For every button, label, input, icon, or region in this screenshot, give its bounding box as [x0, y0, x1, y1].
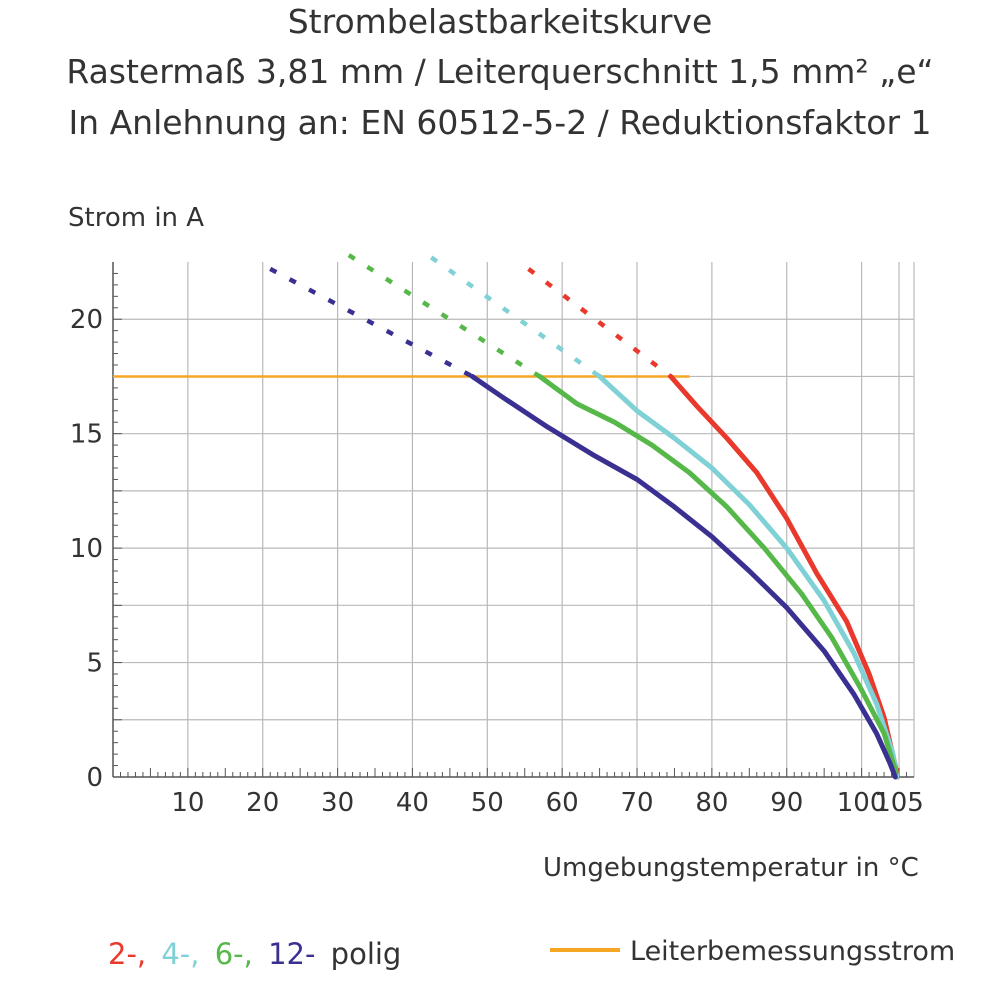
series-6-line: [537, 373, 899, 775]
series-12-line: [469, 373, 898, 780]
axes: [112, 262, 914, 778]
y-tick-label-0: 0: [86, 763, 103, 793]
x-tick-label-20: 20: [246, 788, 279, 818]
chart-subtitle-2: In Anlehnung an: EN 60512-5-2 / Reduktio…: [68, 103, 932, 142]
x-tick-label-105: 105: [874, 788, 924, 818]
x-tick-label-40: 40: [396, 788, 429, 818]
y-tick-label-10: 10: [70, 534, 103, 564]
y-tick-label-15: 15: [70, 420, 103, 450]
x-tick-label-70: 70: [620, 788, 653, 818]
rated-current-label: Leiterbemessungsstrom: [630, 936, 956, 967]
series-2-dashed: [527, 267, 673, 379]
rated-current-legend: Leiterbemessungsstrom: [550, 936, 955, 967]
y-axis-label: Strom in A: [68, 203, 205, 233]
x-axis-label: Umgebungstemperatur in °C: [543, 853, 919, 883]
legend-suffix: polig: [330, 937, 402, 971]
series-6-dashed: [347, 253, 541, 379]
x-tick-label-100: 100: [837, 788, 887, 818]
x-tick-label-30: 30: [321, 788, 354, 818]
x-tick-label-60: 60: [546, 788, 579, 818]
legend-entry-12: 12-: [268, 937, 316, 971]
series-legend: 2-, 4-, 6-, 12- polig: [108, 937, 407, 971]
legend-entry-4: 4-,: [161, 937, 200, 971]
rated-current-swatch: [550, 947, 620, 952]
series-lines: [113, 253, 900, 780]
chart-subtitle-1: Rastermaß 3,81 mm / Leiterquerschnitt 1,…: [66, 52, 934, 91]
series-4-dashed: [429, 255, 601, 379]
x-tick-label-80: 80: [695, 788, 728, 818]
grid: [113, 262, 915, 777]
series-4-line: [597, 373, 900, 780]
y-tick-label-5: 5: [86, 649, 103, 679]
legend-entry-6: 6-,: [214, 937, 253, 971]
x-tick-label-90: 90: [770, 788, 803, 818]
series-12-dashed: [269, 266, 474, 379]
legend-entry-2: 2-,: [108, 937, 147, 971]
y-tick-label-20: 20: [70, 305, 103, 335]
x-tick-label-50: 50: [471, 788, 504, 818]
x-tick-label-10: 10: [171, 788, 204, 818]
series-2-line: [668, 373, 900, 780]
chart-title: Strombelastbarkeitskurve: [287, 2, 713, 41]
